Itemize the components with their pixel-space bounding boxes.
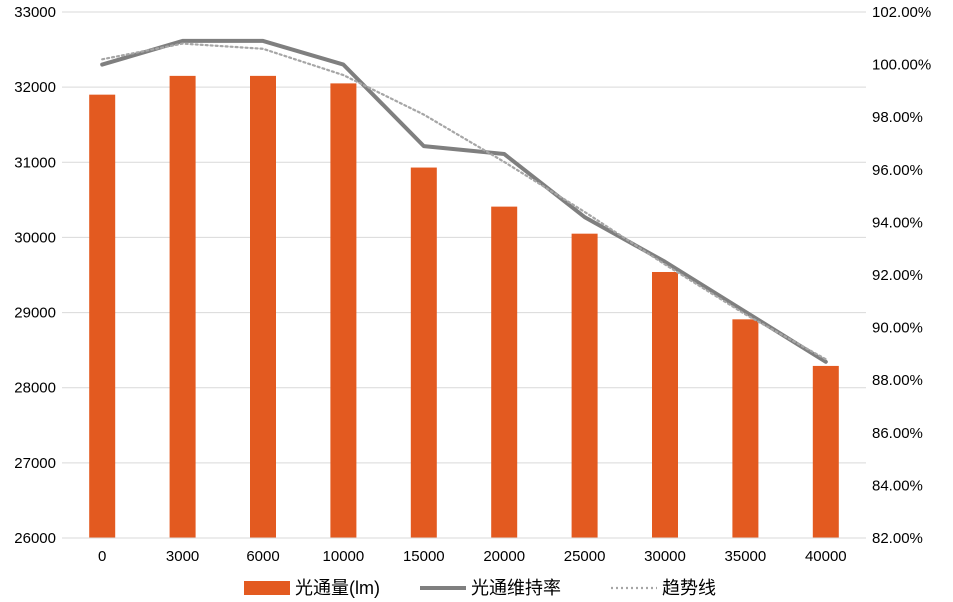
bar-10000 [330,83,357,538]
y-left-tick-label: 33000 [14,4,56,21]
y-left-tick-label: 30000 [14,229,56,246]
y-right-tick-label: 94.00% [872,214,923,231]
y-left-tick-label: 31000 [14,154,56,171]
bar-0 [89,94,116,539]
bar-40000 [812,365,839,538]
legend: 光通量(lm) 光通维持率 趋势线 [244,578,716,598]
x-tick-label: 25000 [564,548,606,565]
x-tick-label: 15000 [403,548,445,565]
bar-35000 [732,319,759,538]
y-right-tick-label: 88.00% [872,372,923,389]
y-left-tick-label: 26000 [14,530,56,547]
bar-20000 [491,206,518,538]
bar-25000 [571,233,598,538]
y-right-tick-label: 82.00% [872,530,923,547]
bar-15000 [410,167,437,538]
bar-3000 [169,75,196,538]
y-right-tick-label: 100.00% [872,57,931,74]
x-tick-label: 0 [98,548,106,565]
x-tick-label: 10000 [323,548,365,565]
legend-label: 光通维持率 [471,578,561,598]
legend-label: 趋势线 [662,578,716,598]
bar-6000 [250,75,276,538]
y-right-tick-label: 96.00% [872,162,923,179]
bar-series [89,75,839,539]
y-right-tick-label: 102.00% [872,4,931,21]
x-tick-label: 40000 [805,548,847,565]
line-series [100,38,828,364]
x-tick-label: 3000 [166,548,199,565]
y-right-tick-label: 84.00% [872,477,923,494]
y-left-tick-label: 32000 [14,79,56,96]
x-tick-label: 35000 [725,548,767,565]
x-tick-label: 6000 [246,548,279,565]
legend-label: 光通量(lm) [295,578,380,598]
bar-30000 [652,271,678,538]
y-left-tick-label: 28000 [14,380,56,397]
legend-swatch-bar [244,581,290,595]
x-tick-label: 30000 [644,548,686,565]
gridlines [62,11,866,539]
y-right-tick-label: 92.00% [872,267,923,284]
y-right-tick-label: 86.00% [872,425,923,442]
trendline [101,42,827,361]
axes: 2600027000280002900030000310003200033000… [14,4,931,565]
x-tick-label: 20000 [483,548,525,565]
y-left-tick-label: 29000 [14,305,56,322]
y-right-tick-label: 98.00% [872,109,923,126]
maintenance-rate-line [100,38,828,364]
y-right-tick-label: 90.00% [872,320,923,337]
y-left-tick-label: 27000 [14,455,56,472]
